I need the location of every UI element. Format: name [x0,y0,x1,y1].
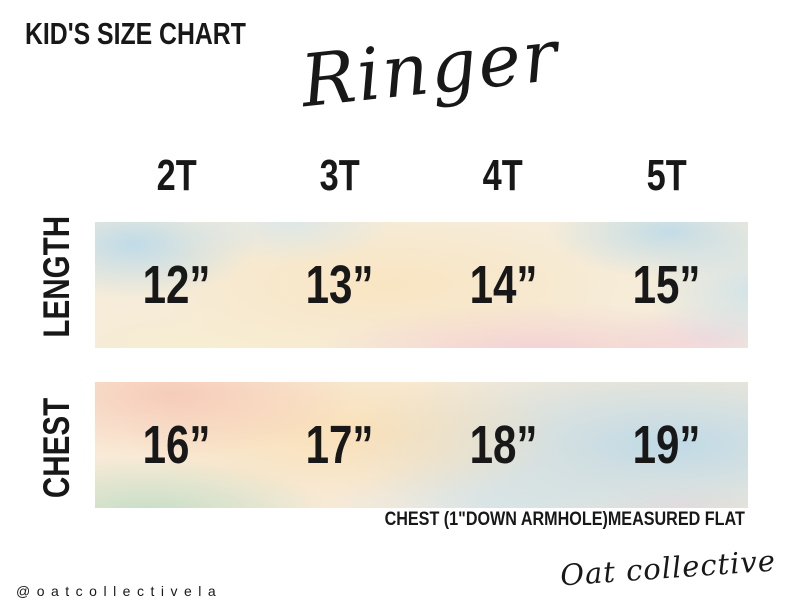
chest-value-3t: 17” [305,415,374,475]
length-value-2t: 12” [142,255,211,315]
size-column-headers: 2T 3T 4T 5T [95,150,748,202]
row-label-chest: CHEST [36,397,77,499]
column-header-5t: 5T [646,151,687,200]
length-value-3t: 13” [305,255,374,315]
length-value-4t: 14” [469,255,538,315]
chest-value-4t: 18” [469,415,538,475]
measurement-footnote: CHEST (1"DOWN ARMHOLE)MEASURED FLAT [384,509,745,530]
chest-value-2t: 16” [142,415,211,475]
brand-signature: Oat collective [558,543,777,593]
length-row: 12” 13” 14” 15” [95,222,748,348]
column-header-4t: 4T [483,151,524,200]
column-header-3t: 3T [319,151,360,200]
social-handle: @oatcollectivela [16,583,223,599]
product-name-script: Ringer [296,12,564,124]
chest-value-5t: 19” [632,415,701,475]
row-label-length: LENGTH [36,215,77,338]
chest-row: 16” 17” 18” 19” [95,382,748,508]
page-title: KID'S SIZE CHART [25,16,246,51]
column-header-2t: 2T [156,151,197,200]
length-value-5t: 15” [632,255,701,315]
